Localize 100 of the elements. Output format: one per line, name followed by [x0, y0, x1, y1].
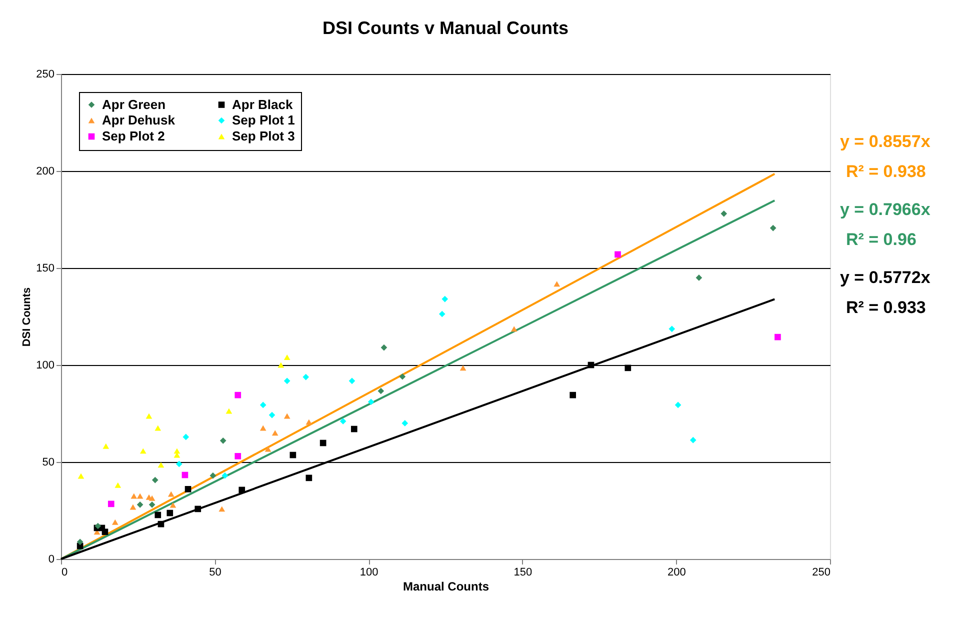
point: [510, 326, 518, 332]
point: [570, 392, 576, 398]
point: [76, 538, 84, 546]
x-tick-label: 100: [360, 566, 378, 578]
x-tick-label: 50: [209, 566, 222, 578]
point: [222, 472, 228, 479]
point: [690, 436, 696, 444]
point: [218, 506, 226, 512]
text: R² = 0.933: [846, 298, 926, 317]
legend-label: Apr Green: [102, 96, 166, 112]
y-axis-title: DSI Counts: [21, 287, 34, 347]
point: [624, 364, 632, 372]
point: [182, 472, 188, 478]
point: [460, 365, 466, 371]
point: [148, 495, 156, 501]
point: [350, 426, 358, 432]
point: [378, 388, 384, 394]
point: [402, 420, 408, 426]
point: [166, 510, 174, 516]
x-tick-label: 200: [668, 566, 686, 578]
point: [260, 402, 266, 408]
y-tick-label: 250: [36, 68, 54, 80]
point: [770, 224, 776, 232]
point: [182, 434, 190, 440]
point: [399, 373, 406, 380]
y-tick-label: 200: [36, 166, 54, 178]
text: R² = 0.938: [846, 162, 926, 181]
legend-label: Sep Plot 2: [102, 128, 165, 144]
point: [238, 486, 246, 494]
point: [234, 392, 242, 398]
point: [112, 519, 118, 525]
point: [774, 334, 781, 340]
point: [306, 474, 312, 482]
point: [136, 493, 144, 499]
y-tick-label: 150: [36, 262, 54, 274]
point: [154, 425, 162, 431]
point: [148, 502, 156, 508]
point: [272, 430, 278, 436]
point: [264, 446, 272, 452]
point: [176, 460, 182, 468]
x-tick-label: 250: [812, 566, 830, 578]
point: [234, 453, 242, 460]
y-tick-label: 100: [36, 360, 54, 372]
chart-title: DSI Counts v Manual Counts: [322, 18, 569, 38]
point: [158, 462, 164, 468]
point: [194, 506, 202, 512]
point: [588, 362, 594, 368]
point: [114, 482, 122, 488]
point: [302, 374, 310, 380]
point: [284, 378, 290, 384]
point: [154, 512, 162, 518]
point: [260, 425, 266, 431]
point: [348, 378, 356, 384]
point: [184, 486, 192, 492]
point: [158, 520, 164, 528]
legend-label: Sep Plot 3: [232, 128, 295, 144]
point: [380, 344, 388, 351]
point: [136, 502, 144, 508]
point: [720, 210, 728, 217]
point: [102, 443, 110, 449]
point: [102, 528, 108, 536]
point: [614, 251, 621, 258]
point: [306, 419, 312, 425]
text: R² = 0.96: [846, 230, 916, 249]
point: [140, 448, 146, 454]
x-tick-label: 0: [62, 566, 68, 578]
point: [438, 310, 446, 318]
point: [130, 493, 138, 499]
text: y = 0.8557x: [840, 132, 931, 151]
point: [210, 472, 216, 479]
point: [368, 398, 374, 406]
point: [130, 504, 136, 510]
text: y = 0.7966x: [840, 200, 931, 219]
x-tick-label: 150: [514, 566, 532, 578]
point: [340, 418, 346, 424]
x-axis-title: Manual Counts: [403, 580, 490, 594]
point: [146, 413, 152, 419]
point: [442, 296, 448, 302]
point: [284, 354, 290, 360]
legend-label: Apr Dehusk: [102, 112, 176, 128]
point: [696, 274, 702, 281]
point: [78, 473, 84, 479]
point: [168, 491, 174, 497]
point: [152, 476, 158, 484]
point: [554, 281, 560, 287]
point: [290, 452, 296, 458]
point: [268, 412, 276, 418]
point: [674, 402, 682, 408]
point: [220, 438, 226, 444]
y-tick-label: 50: [42, 456, 54, 468]
point: [108, 500, 114, 508]
point: [174, 448, 180, 454]
point: [170, 502, 176, 508]
legend-label: Apr Black: [232, 96, 294, 112]
legend-label: Sep Plot 1: [232, 112, 295, 128]
point: [226, 408, 232, 414]
y-tick-label: 0: [48, 554, 54, 566]
text: y = 0.5772x: [840, 268, 931, 287]
point: [284, 413, 290, 419]
point: [278, 362, 284, 368]
